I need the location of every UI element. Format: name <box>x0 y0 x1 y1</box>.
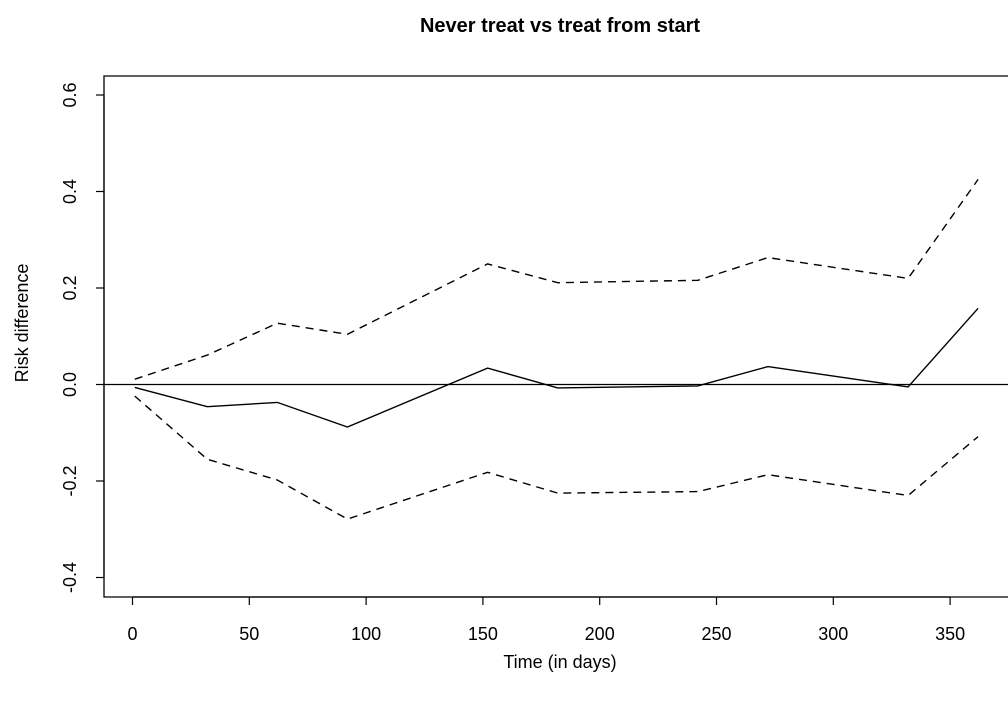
y-tick-label: 0.2 <box>60 275 80 300</box>
chart-title: Never treat vs treat from start <box>420 15 700 37</box>
y-tick-label: 0.6 <box>60 82 80 107</box>
x-axis-title: Time (in days) <box>503 652 616 672</box>
y-tick-label: 0.0 <box>60 372 80 397</box>
plot-area: 0 50 100 150 200 250 300 350 -0.4 -0.2 0.0 0.2 0.4 0.… <box>60 75 1008 644</box>
lower-ci-line <box>134 395 979 520</box>
upper-ci-line <box>134 178 979 380</box>
x-tick-label: 0 <box>127 624 137 644</box>
x-tick-label: 250 <box>701 624 731 644</box>
x-tick-label: 100 <box>351 624 381 644</box>
x-tick-label: 150 <box>468 624 498 644</box>
x-tick-label: 50 <box>239 624 259 644</box>
y-axis-title: Risk difference <box>12 264 32 383</box>
x-tick-label: 350 <box>935 624 965 644</box>
x-tick-label: 300 <box>818 624 848 644</box>
y-tick-label: -0.4 <box>60 562 80 593</box>
x-tick-label: 200 <box>585 624 615 644</box>
plot-frame <box>103 75 1008 598</box>
y-tick-label: 0.4 <box>60 179 80 204</box>
estimate-line <box>134 307 979 428</box>
y-tick-label: -0.2 <box>60 465 80 496</box>
